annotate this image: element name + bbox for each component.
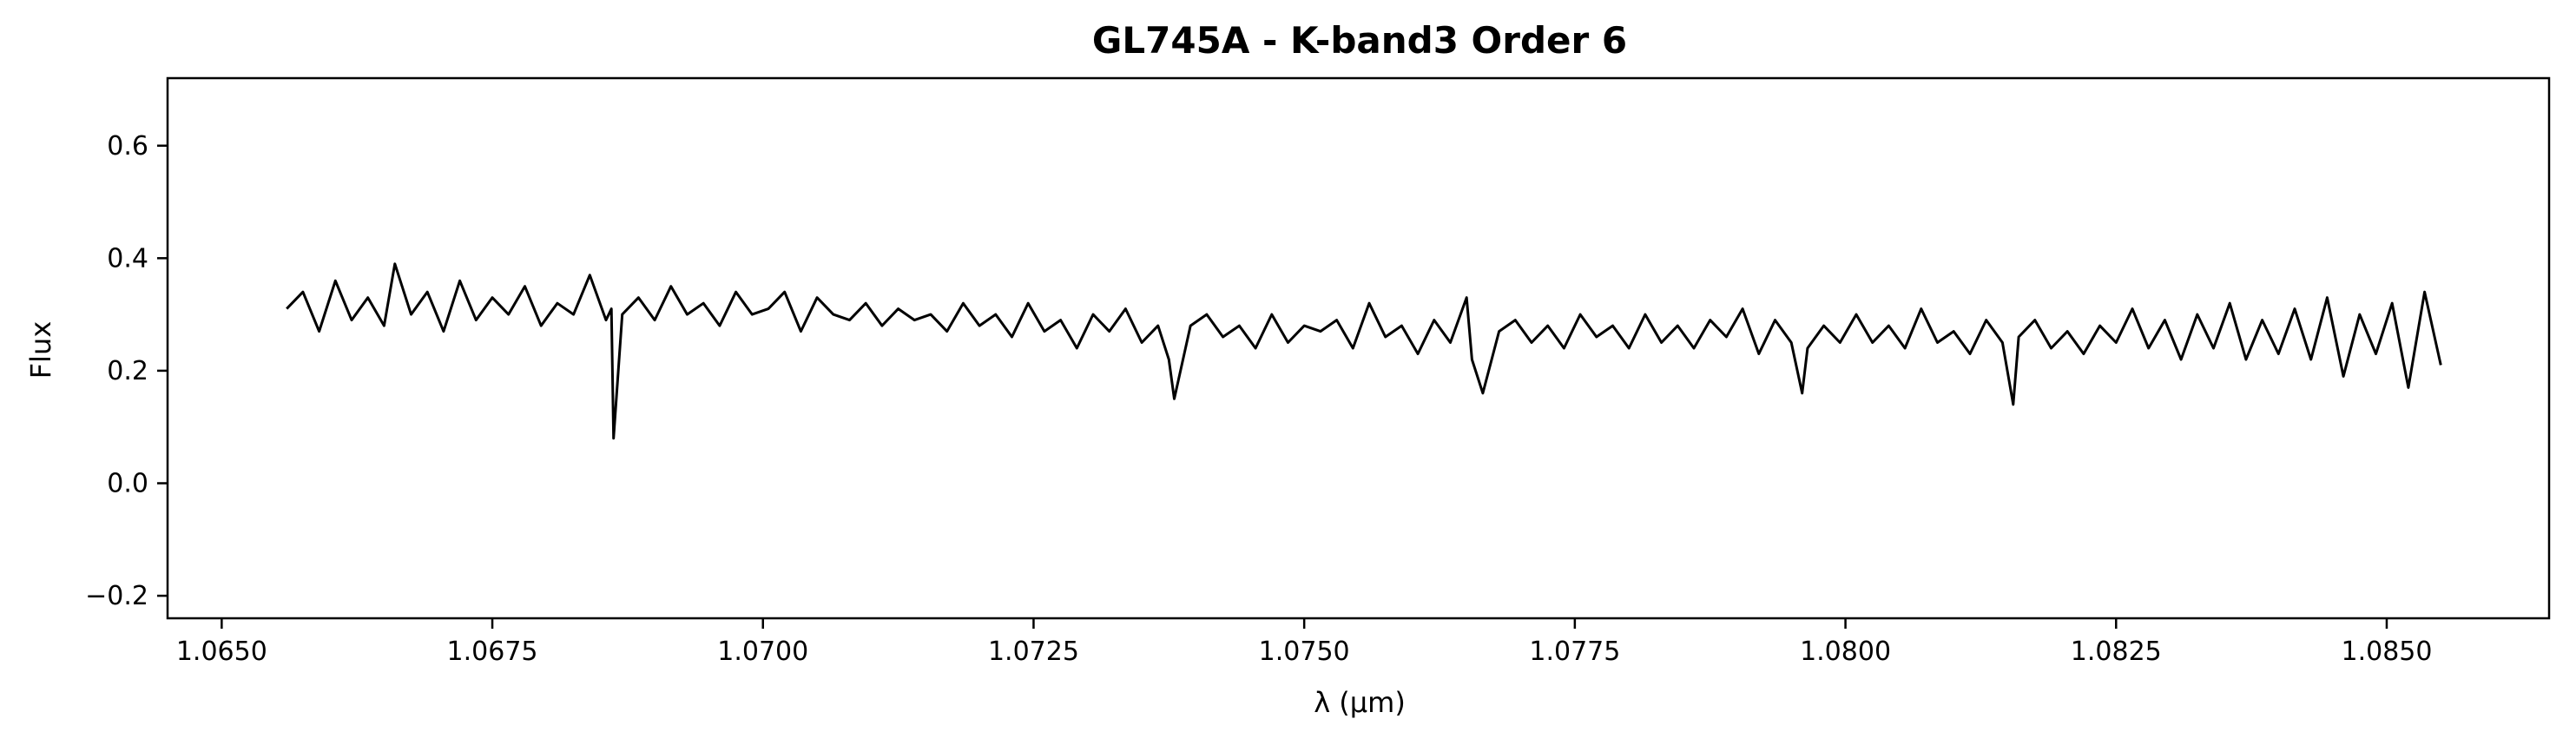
y-tick-label: 0.4: [107, 243, 148, 274]
x-tick-label: 1.0650: [176, 637, 267, 667]
x-tick-label: 1.0750: [1259, 637, 1350, 667]
x-tick-label: 1.0825: [2071, 637, 2162, 667]
x-tick-label: 1.0850: [2341, 637, 2432, 667]
y-tick-label: 0.2: [107, 356, 148, 386]
series-line: [286, 262, 2442, 440]
x-tick-label: 1.0700: [717, 637, 808, 667]
y-axis-label: Flux: [24, 321, 57, 379]
plot-area: [286, 262, 2442, 440]
x-axis-label: λ (μm): [1314, 686, 1406, 719]
y-tick-label: 0.6: [107, 131, 148, 162]
axes-frame: [166, 76, 2551, 620]
x-tick-label: 1.0775: [1529, 637, 1620, 667]
x-tick-label: 1.0725: [988, 637, 1079, 667]
chart-title: GL745A - K-band3 Order 6: [1092, 19, 1627, 62]
y-axis-ticks: −0.2 0.0 0.2 0.4 0.6: [85, 131, 168, 611]
x-tick-label: 1.0675: [447, 637, 538, 667]
x-tick-label: 1.0800: [1800, 637, 1891, 667]
y-tick-label: 0.0: [107, 469, 148, 499]
y-tick-label: −0.2: [85, 581, 148, 611]
x-axis-ticks: 1.0650 1.0675 1.0700 1.0725 1.0750 1.0775 1.08…: [176, 618, 2432, 667]
